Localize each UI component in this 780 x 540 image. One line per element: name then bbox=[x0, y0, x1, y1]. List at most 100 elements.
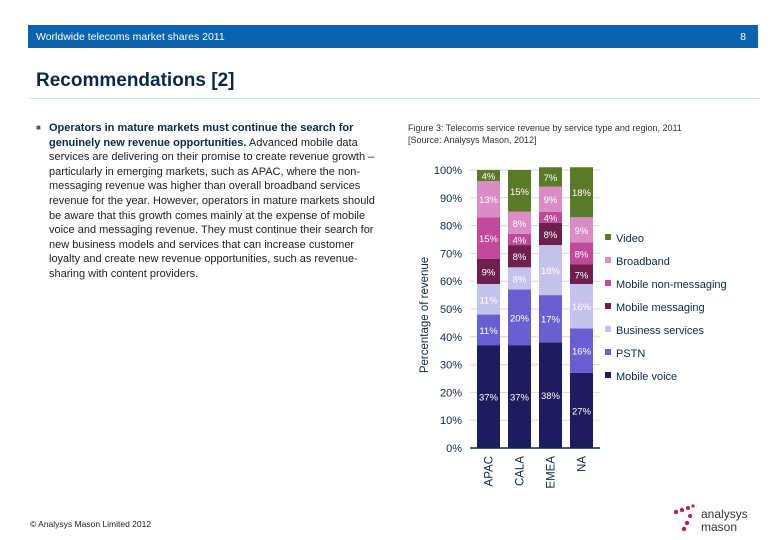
legend-swatch bbox=[605, 257, 611, 263]
data-label: 9% bbox=[544, 195, 558, 206]
legend-swatch bbox=[605, 234, 611, 240]
bar-segment bbox=[508, 245, 531, 268]
legend-swatch bbox=[605, 326, 611, 332]
data-label: 15% bbox=[510, 187, 530, 198]
data-label: 13% bbox=[479, 195, 499, 206]
data-label: 7% bbox=[544, 173, 558, 184]
data-label: 16% bbox=[572, 302, 592, 313]
legend-swatch bbox=[605, 349, 611, 355]
legend-swatch bbox=[605, 280, 611, 286]
bar-segment bbox=[508, 289, 531, 346]
bar-segment bbox=[570, 167, 593, 218]
data-label: 4% bbox=[544, 213, 558, 224]
x-tick-label: EMEA bbox=[546, 456, 558, 489]
bar-segment bbox=[477, 217, 500, 259]
bar-segment bbox=[570, 283, 593, 329]
y-tick-label: 40% bbox=[440, 332, 462, 344]
bar-segment bbox=[570, 242, 593, 265]
x-tick-label: APAC bbox=[484, 456, 496, 486]
legend-label: Mobile voice bbox=[616, 371, 677, 383]
bar-segment bbox=[570, 372, 593, 448]
data-label: 8% bbox=[513, 219, 527, 230]
y-tick-label: 10% bbox=[440, 415, 462, 427]
body-text: ■ Operators in mature markets must conti… bbox=[36, 121, 381, 282]
y-tick-label: 30% bbox=[440, 360, 462, 372]
y-axis-label: Percentage of revenue bbox=[419, 257, 431, 373]
bar-segment bbox=[477, 258, 500, 284]
caption-line: Figure 3: Telecoms service revenue by se… bbox=[408, 123, 682, 133]
bar-segment bbox=[539, 167, 562, 187]
bar-segment bbox=[570, 328, 593, 373]
x-tick-label: CALA bbox=[515, 456, 527, 486]
data-label: 18% bbox=[572, 188, 592, 199]
data-label: 16% bbox=[572, 347, 592, 358]
data-label: 8% bbox=[513, 252, 527, 263]
bar-segment bbox=[477, 170, 500, 182]
divider bbox=[30, 98, 760, 99]
legend-label: Mobile messaging bbox=[616, 302, 705, 314]
bar-segment bbox=[508, 211, 531, 234]
bar-segment bbox=[539, 342, 562, 448]
legend-label: Broadband bbox=[616, 256, 670, 268]
data-label: 4% bbox=[482, 172, 496, 183]
figure-caption: Figure 3: Telecoms service revenue by se… bbox=[408, 122, 682, 146]
bar-segment bbox=[539, 295, 562, 343]
data-label: 8% bbox=[575, 249, 589, 260]
legend-swatch bbox=[605, 303, 611, 309]
y-tick-label: 100% bbox=[434, 165, 462, 177]
page-number: 8 bbox=[740, 31, 746, 43]
legend-label: Mobile non-messaging bbox=[616, 279, 727, 291]
data-label: 17% bbox=[541, 315, 561, 326]
data-label: 11% bbox=[479, 326, 498, 337]
data-label: 8% bbox=[544, 230, 558, 241]
y-tick-label: 0% bbox=[446, 443, 462, 455]
y-tick-label: 90% bbox=[440, 193, 462, 205]
bar-segment bbox=[508, 267, 531, 290]
x-tick-label: NA bbox=[577, 456, 589, 472]
bar-segment bbox=[570, 264, 593, 284]
analysys-mason-logo: analysys mason bbox=[673, 504, 748, 534]
bar-segment bbox=[539, 222, 562, 246]
data-label: 27% bbox=[572, 406, 592, 417]
bar-segment bbox=[570, 217, 593, 243]
svg-text:analysys: analysys bbox=[701, 507, 748, 521]
data-label: 37% bbox=[510, 393, 530, 404]
bar-segment bbox=[508, 233, 531, 246]
data-label: 8% bbox=[513, 274, 527, 285]
y-tick-label: 50% bbox=[440, 304, 462, 316]
bar-segment bbox=[477, 283, 500, 315]
data-label: 38% bbox=[541, 391, 561, 402]
legend-swatch bbox=[605, 372, 611, 378]
y-tick-label: 20% bbox=[440, 387, 462, 399]
legend-label: Video bbox=[616, 233, 644, 245]
svg-text:mason: mason bbox=[701, 520, 737, 534]
data-label: 9% bbox=[575, 226, 589, 237]
data-label: 37% bbox=[479, 393, 499, 404]
y-tick-label: 60% bbox=[440, 276, 462, 288]
body-rest: Advanced mobile data services are delive… bbox=[49, 136, 375, 280]
header-bar: Worldwide telecoms market shares 2011 8 bbox=[28, 25, 758, 48]
bar-segment bbox=[539, 211, 562, 223]
legend-label: PSTN bbox=[616, 348, 645, 360]
data-label: 15% bbox=[479, 234, 499, 245]
bar-segment bbox=[477, 345, 500, 448]
body-bold: Operators in mature markets must continu… bbox=[49, 122, 354, 149]
data-label: 4% bbox=[513, 236, 527, 247]
y-tick-label: 80% bbox=[440, 221, 462, 233]
data-label: 18% bbox=[541, 266, 561, 277]
data-label: 11% bbox=[479, 295, 498, 306]
bullet-icon: ■ bbox=[36, 123, 41, 132]
caption-source: [Source: Analysys Mason, 2012] bbox=[408, 135, 537, 145]
bar-segment bbox=[539, 245, 562, 296]
data-label: 7% bbox=[575, 270, 589, 281]
bar-segment bbox=[477, 314, 500, 346]
y-tick-label: 70% bbox=[440, 248, 462, 260]
bar-segment bbox=[508, 345, 531, 448]
legend-label: Business services bbox=[616, 325, 705, 337]
bar-segment bbox=[539, 186, 562, 212]
data-label: 9% bbox=[482, 267, 496, 278]
bar-segment bbox=[508, 170, 531, 212]
bar-segment bbox=[477, 181, 500, 218]
